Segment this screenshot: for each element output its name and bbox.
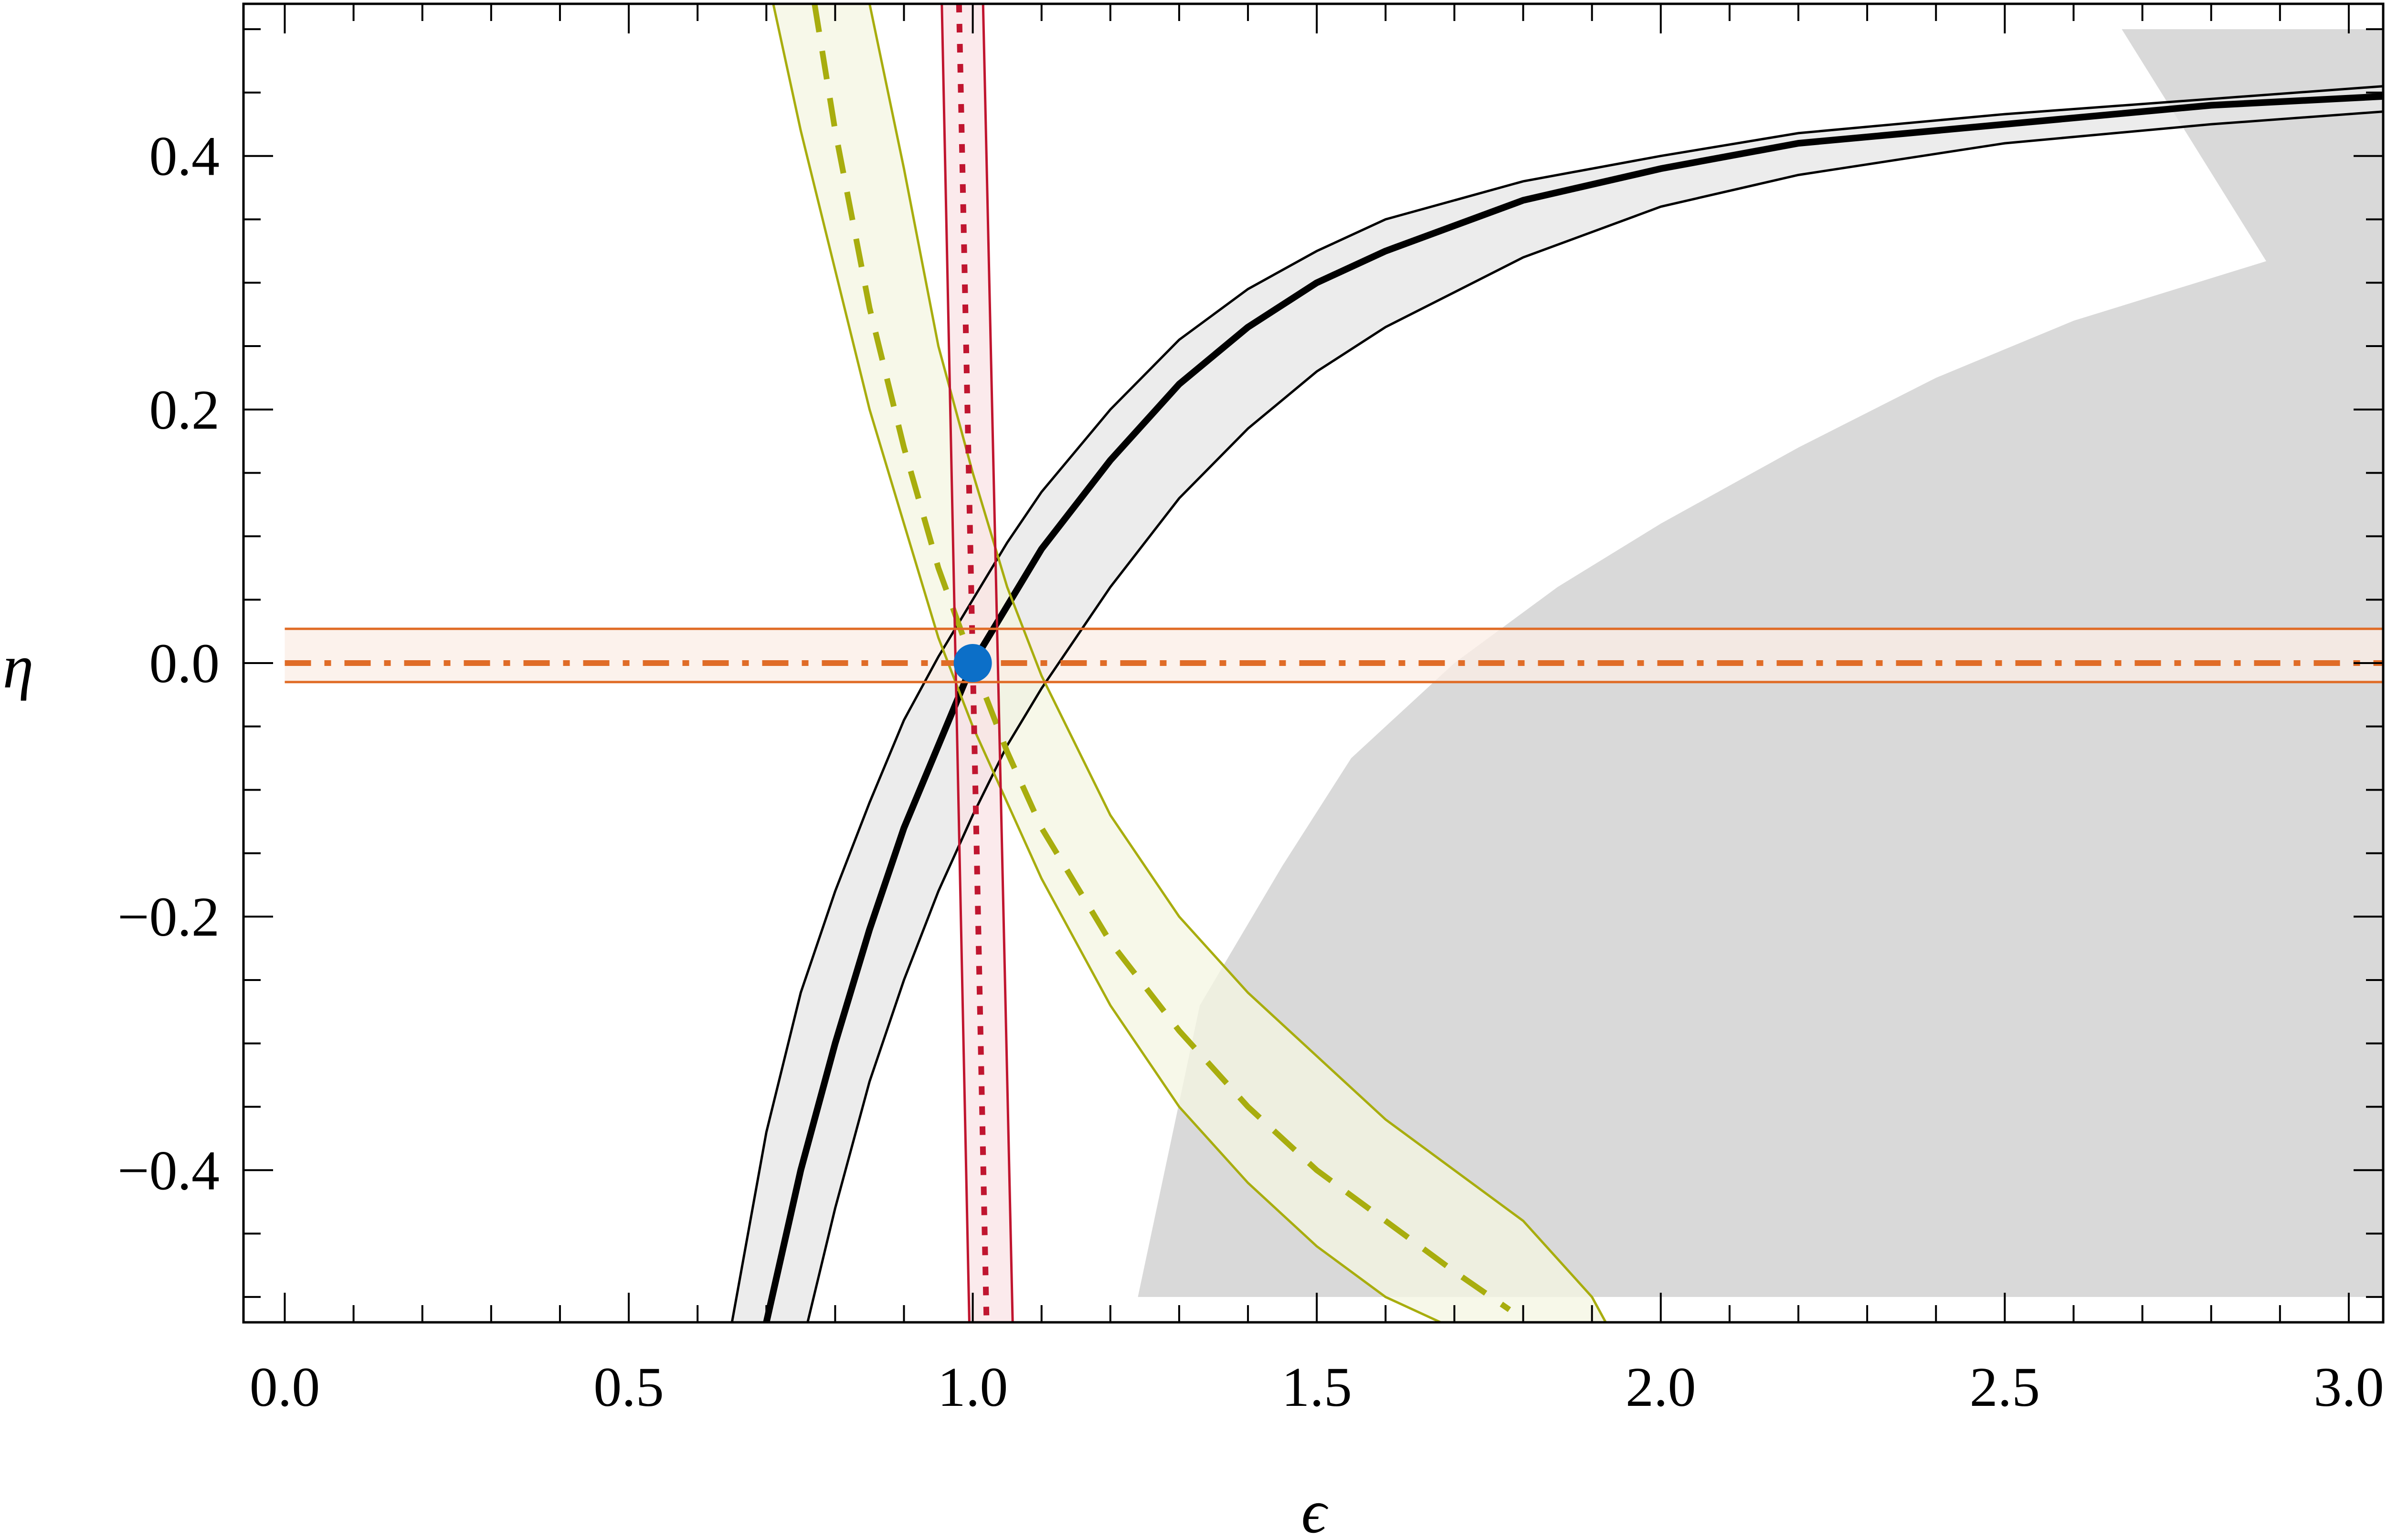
x-tick-label: 1.5 (1281, 1356, 1352, 1418)
y-tick-label: 0.0 (149, 632, 220, 695)
band-1 (773, 4, 1606, 1322)
y-axis-label: η (3, 633, 34, 701)
band-upper-edge-2 (982, 4, 1014, 1322)
marked-point-0 (953, 644, 992, 682)
axes: 0.0 0.5 1.0 1.5 2.0 2.5 3.0 −0.4 −0.2 0.0 0.2 0.4 (117, 4, 2384, 1418)
band-3 (285, 629, 2383, 682)
center-line-1 (812, 4, 1511, 1312)
band-lower-edge-0 (806, 110, 2383, 1322)
y-tick-label: 0.2 (149, 379, 220, 441)
x-tick-label: 1.0 (938, 1356, 1008, 1418)
x-tick-label: 3.0 (2313, 1356, 2384, 1418)
band-lower-edge-1 (772, 4, 1441, 1322)
x-tick-label: 0.5 (593, 1356, 664, 1418)
band-upper-edge-0 (730, 85, 2383, 1322)
x-axis-label: ϵ (1301, 1477, 1329, 1540)
y-tick-label: 0.4 (149, 125, 220, 188)
band-0 (732, 86, 2383, 1322)
y-tick-label: −0.2 (117, 886, 220, 948)
x-tick-label: 0.0 (250, 1356, 320, 1418)
x-tick-label: 2.0 (1626, 1356, 1696, 1418)
y-tick-label: −0.4 (117, 1139, 220, 1202)
x-tick-label: 2.5 (1970, 1356, 2040, 1418)
plot-area (285, 4, 2383, 1322)
center-line-0 (763, 93, 2383, 1322)
